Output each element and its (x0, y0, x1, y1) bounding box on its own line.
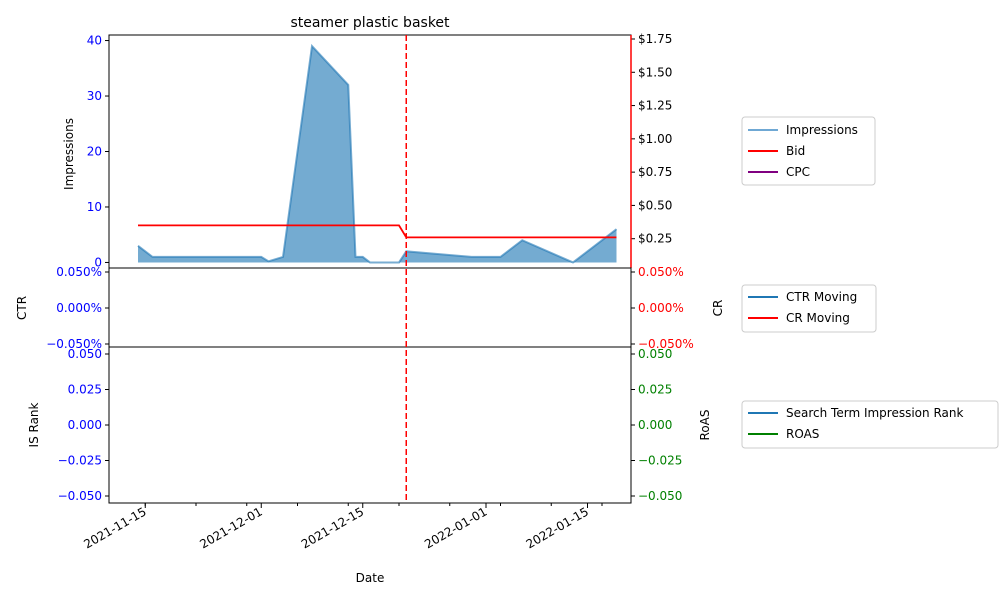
bottom-left-axis-label: IS Rank (27, 402, 41, 447)
top-left-tick-label: 10 (87, 200, 102, 214)
top-right-tick-label: $1.00 (638, 132, 672, 146)
top-right-tick-label: $0.75 (638, 165, 672, 179)
middle-panel: 0.050%0.000%−0.050% 0.050%0.000%−0.050% … (15, 265, 725, 351)
bottom-right-axis-label: RoAS (698, 410, 712, 441)
bot-left-ticks-tick-label: 0.050 (68, 347, 102, 361)
mid-right-ticks-tick-label: 0.000% (638, 301, 684, 315)
bid-line (138, 224, 617, 239)
bottom-right-axis: 0.050 0.025 0.000 −0.025 −0.050 (631, 347, 682, 503)
top-left-tick-label: 40 (87, 34, 102, 48)
legend-label-ctr-moving: CTR Moving (786, 290, 857, 304)
bottom-legend: Search Term Impression Rank ROAS (741, 400, 999, 449)
middle-right-axis-label: CR (711, 300, 725, 317)
top-legend-box (741, 116, 876, 186)
bottom-legend-box (741, 400, 999, 449)
top-right-tick-label: $1.25 (638, 99, 672, 113)
bot-right-ticks-tick-label: 0.050 (638, 347, 672, 361)
bot-right-ticks-tick-label: 0.000 (638, 418, 672, 432)
x-axis-label: Date (356, 571, 385, 585)
top-panel: 0 10 20 30 40 $0.25 $0.50 $0.75 $1.00 $1.25 $1.50… (62, 32, 672, 269)
legend-label-bid: Bid (786, 144, 805, 158)
x-tick-label: 2021-12-01 (197, 504, 264, 551)
top-panel-marks (137, 43, 618, 264)
mid-left-ticks-tick-label: 0.000% (56, 301, 102, 315)
mid-right-ticks-tick-label: −0.050% (638, 337, 694, 351)
mid-left-ticks-tick-label: 0.050% (56, 265, 102, 279)
middle-legend: CTR Moving CR Moving (741, 284, 877, 333)
x-tick-label: 2022-01-15 (524, 504, 591, 551)
top-panel-frame (108, 34, 632, 269)
bottom-left-axis: 0.050 0.025 0.000 −0.025 −0.050 (58, 347, 109, 503)
legend-label-impressions: Impressions (786, 123, 858, 137)
top-legend: Impressions Bid CPC (741, 116, 876, 186)
top-left-tick-label: 30 (87, 89, 102, 103)
impressions-line (137, 43, 618, 264)
top-right-tick-label: $1.50 (638, 65, 672, 79)
legend-label-search-term-rank: Search Term Impression Rank (786, 406, 963, 420)
x-axis: 2021-11-15 2021-12-01 2021-12-15 2022-01-01… (81, 503, 603, 551)
legend-label-roas: ROAS (786, 427, 819, 441)
bot-left-ticks-tick-label: −0.025 (58, 454, 102, 468)
middle-right-axis: 0.050% 0.000% −0.050% (631, 265, 694, 351)
bot-left-ticks-tick-label: −0.050 (58, 489, 102, 503)
top-right-axis: $0.25 $0.50 $0.75 $1.00 $1.25 $1.50 $1.75 (631, 32, 672, 246)
legend-label-cr-moving: CR Moving (786, 311, 850, 325)
bot-right-ticks-tick-label: 0.025 (638, 383, 672, 397)
top-right-tick-label: $0.50 (638, 198, 672, 212)
top-left-axis: 0 10 20 30 40 (87, 34, 109, 269)
bot-right-ticks-tick-label: −0.025 (638, 454, 682, 468)
middle-panel-frame (108, 267, 632, 348)
chart-title: steamer plastic basket (290, 15, 450, 31)
x-tick-label: 2021-11-15 (81, 504, 148, 551)
x-tick-label: 2021-12-15 (299, 504, 366, 551)
middle-left-axis: 0.050% 0.000% −0.050% (46, 265, 109, 351)
top-right-tick-label: $1.75 (638, 32, 672, 46)
x-tick-label: 2022-01-01 (422, 504, 489, 551)
bottom-panel-frame (108, 346, 632, 504)
bot-right-ticks-tick-label: −0.050 (638, 489, 682, 503)
legend-label-cpc: CPC (786, 165, 810, 179)
mid-right-ticks-tick-label: 0.050% (638, 265, 684, 279)
top-left-axis-label: Impressions (62, 118, 76, 190)
mid-left-ticks-tick-label: −0.050% (46, 337, 102, 351)
middle-left-axis-label: CTR (15, 296, 29, 320)
impressions-area (138, 46, 617, 263)
top-left-tick-label: 0 (94, 255, 102, 269)
bot-left-ticks-tick-label: 0.000 (68, 418, 102, 432)
top-left-tick-label: 20 (87, 145, 102, 159)
bot-left-ticks-tick-label: 0.025 (68, 383, 102, 397)
top-right-tick-label: $0.25 (638, 232, 672, 246)
